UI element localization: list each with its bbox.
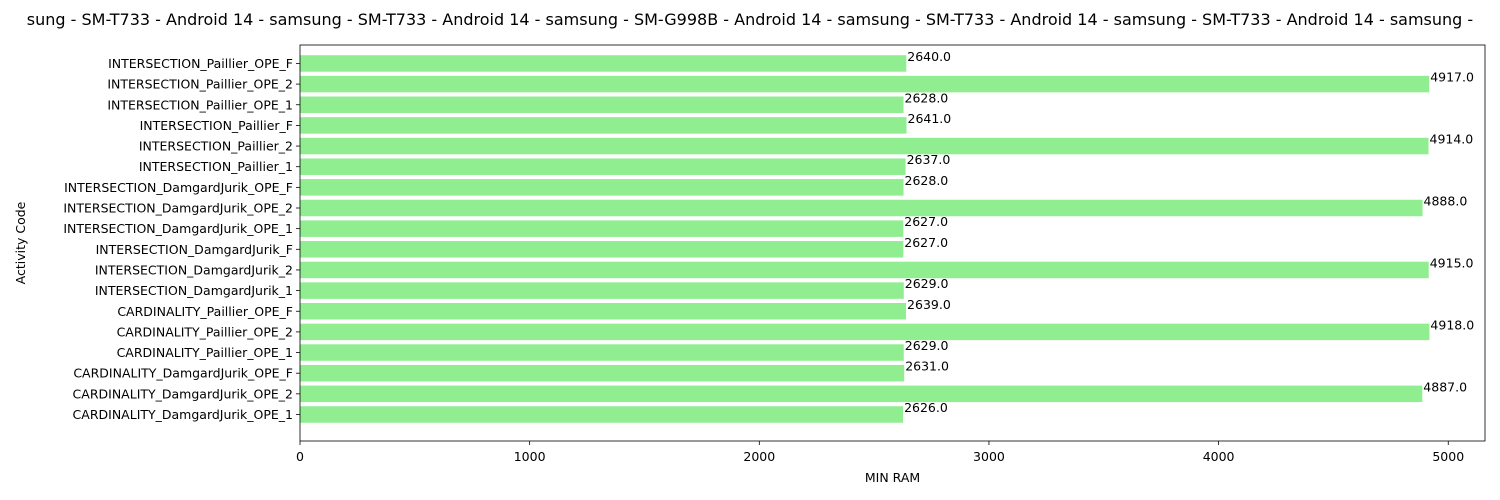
chart-title: sung - SM-T733 - Android 14 - samsung - …: [0, 10, 1500, 34]
y-tick-label: INTERSECTION_DamgardJurik_OPE_1: [63, 221, 293, 236]
bar-value-label: 2641.0: [908, 111, 952, 126]
bar: [300, 117, 907, 134]
bar: [300, 261, 1429, 279]
y-tick-label: INTERSECTION_Paillier_OPE_2: [107, 77, 293, 92]
bar: [300, 303, 907, 320]
bar-value-label: 2640.0: [907, 49, 951, 64]
bar: [300, 55, 907, 72]
bar: [300, 385, 1423, 403]
y-tick-label: INTERSECTION_DamgardJurik_2: [95, 262, 293, 277]
x-tick-label: 5000: [1432, 449, 1464, 464]
bar-value-label: 4918.0: [1430, 317, 1474, 332]
y-tick-label: CARDINALITY_Paillier_OPE_2: [117, 324, 293, 339]
bar: [300, 282, 904, 299]
bar: [300, 364, 905, 382]
y-axis-label: Activity Code: [13, 201, 28, 284]
bar: [300, 137, 1429, 155]
bar-value-label: 4914.0: [1430, 132, 1474, 147]
y-tick-label: INTERSECTION_Paillier_2: [139, 139, 293, 154]
bar-value-label: 2629.0: [905, 338, 949, 353]
bar: [300, 158, 906, 175]
bar-value-label: 4887.0: [1423, 379, 1467, 394]
bar: [300, 323, 1430, 341]
bar: [300, 199, 1423, 217]
bar-value-label: 2639.0: [907, 297, 951, 312]
bar-value-label: 2629.0: [905, 276, 949, 291]
bar: [300, 179, 904, 196]
bar: [300, 75, 1430, 93]
x-tick-label: 1000: [514, 449, 546, 464]
bar: [300, 344, 904, 361]
x-tick-label: 4000: [1203, 449, 1235, 464]
y-tick-label: CARDINALITY_Paillier_OPE_1: [117, 345, 293, 360]
y-tick-label: CARDINALITY_DamgardJurik_OPE_1: [73, 407, 293, 422]
bar: [300, 220, 904, 237]
y-tick-label: INTERSECTION_DamgardJurik_OPE_2: [63, 201, 293, 216]
plot-frame: [299, 44, 1486, 442]
y-tick-label: INTERSECTION_Paillier_1: [139, 159, 293, 174]
y-tick-label: INTERSECTION_DamgardJurik_OPE_F: [64, 180, 293, 195]
bar: [300, 406, 904, 423]
bar-value-label: 2628.0: [905, 173, 949, 188]
chart-title-text: sung - SM-T733 - Android 14 - samsung - …: [26, 10, 1474, 29]
y-tick-label: CARDINALITY_DamgardJurik_OPE_2: [73, 386, 293, 401]
bar-value-label: 2631.0: [905, 359, 949, 374]
x-tick-label: 0: [296, 449, 304, 464]
bar-value-label: 2627.0: [904, 235, 948, 250]
bar-value-label: 2627.0: [904, 214, 948, 229]
bar: [300, 96, 904, 113]
y-tick-label: CARDINALITY_Paillier_OPE_F: [117, 304, 293, 319]
bar-value-label: 4888.0: [1424, 194, 1468, 209]
x-tick-label: 2000: [743, 449, 775, 464]
y-tick-label: INTERSECTION_DamgardJurik_F: [96, 242, 293, 257]
y-tick-label: INTERSECTION_DamgardJurik_1: [95, 283, 293, 298]
x-tick-label: 3000: [973, 449, 1005, 464]
y-tick-label: INTERSECTION_Paillier_F: [140, 118, 293, 133]
x-axis-label: MIN RAM: [865, 470, 920, 485]
bar-value-label: 2637.0: [907, 152, 951, 167]
y-tick-label: INTERSECTION_Paillier_OPE_1: [107, 97, 293, 112]
y-tick-label: CARDINALITY_DamgardJurik_OPE_F: [73, 366, 293, 381]
bar-value-label: 2626.0: [904, 400, 948, 415]
bar-value-label: 4915.0: [1430, 255, 1474, 270]
bar: [300, 241, 904, 258]
bar-value-label: 2628.0: [905, 90, 949, 105]
bar-value-label: 4917.0: [1430, 70, 1474, 85]
y-tick-label: INTERSECTION_Paillier_OPE_F: [108, 56, 293, 71]
